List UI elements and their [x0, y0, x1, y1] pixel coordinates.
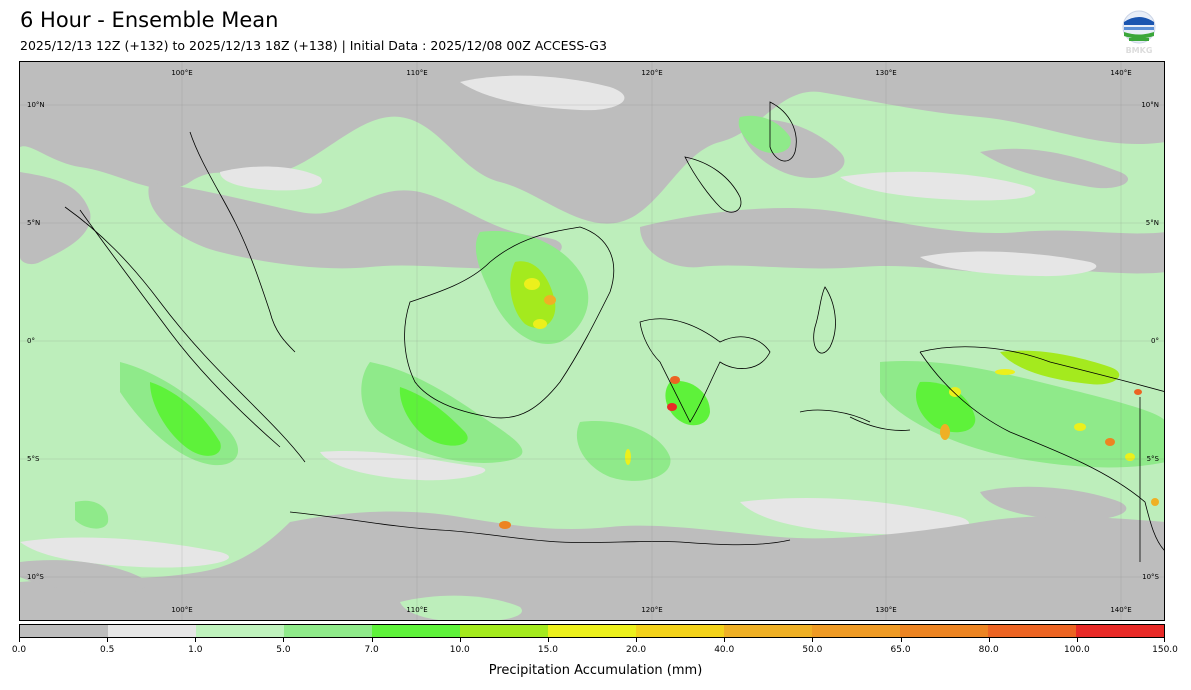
lat-label-right-5n: 5°N: [1146, 219, 1159, 227]
colorbar-segment: [20, 625, 108, 637]
lat-label-left-0: 0°: [27, 337, 35, 345]
colorbar-segment: [900, 625, 988, 637]
colorbar-tick-label: 100.0: [1063, 645, 1090, 655]
lon-label-top-140e: 140°E: [1110, 69, 1131, 77]
colorbar-segment: [372, 625, 460, 637]
colorbar-tick-label: 150.0: [1152, 645, 1178, 655]
colorbar-tick: [547, 638, 549, 642]
colorbar-tick-label: 50.0: [802, 645, 823, 655]
lon-label-bottom-120e: 120°E: [641, 606, 662, 614]
lon-label-top-100e: 100°E: [171, 69, 192, 77]
colorbar-tick: [371, 638, 373, 642]
colorbar-tick: [19, 638, 20, 642]
colorbar-tick: [988, 638, 990, 642]
dry-area-south: [20, 486, 1164, 620]
lat-label-left-10n: 10°N: [27, 101, 45, 109]
lon-label-top-120e: 120°E: [641, 69, 662, 77]
colorbar-tick-label: 0.5: [99, 645, 115, 655]
lon-label-bottom-100e: 100°E: [171, 606, 192, 614]
colorbar-segment: [108, 625, 196, 637]
graticule: [20, 62, 1164, 620]
colorbar-tick-label: 7.0: [364, 645, 379, 655]
colorbar-ticks: 0.0 0.5 1.0 5.0 7.0 10.0 15.0 20.0 40.0 50.0 65.0 8…: [12, 638, 1178, 658]
colorbar-tick: [636, 638, 638, 642]
lat-label-right-10s: 10°S: [1142, 573, 1159, 581]
lon-label-bottom-140e: 140°E: [1110, 606, 1131, 614]
colorbar-tick: [459, 638, 461, 642]
rain-7-15mm: [150, 261, 1120, 456]
colorbar-label: Precipitation Accumulation (mm): [488, 663, 703, 678]
lon-label-bottom-110e: 110°E: [406, 606, 427, 614]
colorbar-tick: [195, 638, 197, 642]
colorbar-tick: [1076, 638, 1078, 642]
colorbar-tick: [900, 638, 902, 642]
colorbar-tick-label: 40.0: [714, 645, 735, 655]
colorbar-tick-label: 15.0: [537, 645, 558, 655]
colorbar-segment: [724, 625, 812, 637]
colorbar-tick: [724, 638, 726, 642]
precipitation-colorbar: [19, 624, 1165, 638]
coastlines: [64, 101, 1164, 562]
colorbar-tick-label: 5.0: [276, 645, 291, 655]
colorbar-tick-label: 0.0: [11, 645, 27, 655]
light-drizzle-areas: [20, 75, 1097, 568]
colorbar-tick: [283, 638, 285, 642]
lon-label-top-110e: 110°E: [406, 69, 427, 77]
colorbar-tick-label: 10.0: [449, 645, 470, 655]
lat-label-right-10n: 10°N: [1141, 101, 1159, 109]
lat-label-left-5n: 5°N: [27, 219, 40, 227]
precipitation-map: 100°E 110°E 120°E 130°E 140°E 100°E 110°…: [19, 61, 1165, 621]
colorbar-tick: [107, 638, 109, 642]
colorbar-tick: [812, 638, 814, 642]
lat-label-left-10s: 10°S: [27, 573, 44, 581]
rain-5-7mm: [75, 115, 1164, 529]
rain-intense-spots: [499, 278, 1159, 529]
colorbar-tick-label: 1.0: [188, 645, 203, 655]
colorbar-segment: [460, 625, 548, 637]
lat-label-left-5s: 5°S: [27, 455, 40, 463]
colorbar-segment: [812, 625, 900, 637]
lon-label-bottom-130e: 130°E: [875, 606, 896, 614]
colorbar-segment: [988, 625, 1076, 637]
map-title: 6 Hour - Ensemble Mean: [20, 8, 279, 32]
colorbar-segment: [636, 625, 724, 637]
colorbar-tick-label: 65.0: [890, 645, 911, 655]
bmkg-logo: BMKG: [1120, 10, 1158, 56]
lon-label-top-130e: 130°E: [875, 69, 896, 77]
colorbar-segment: [284, 625, 372, 637]
colorbar-segment: [196, 625, 284, 637]
logo-text: BMKG: [1126, 46, 1153, 55]
lat-label-right-5s: 5°S: [1147, 455, 1160, 463]
colorbar-tick-label: 20.0: [626, 645, 647, 655]
colorbar-tick-label: 80.0: [978, 645, 999, 655]
colorbar-segment: [548, 625, 636, 637]
lat-label-right-0: 0°: [1151, 337, 1159, 345]
map-subtitle: 2025/12/13 12Z (+132) to 2025/12/13 18Z …: [20, 38, 607, 53]
colorbar-tick: [1164, 638, 1165, 642]
colorbar-segment: [1076, 625, 1164, 637]
